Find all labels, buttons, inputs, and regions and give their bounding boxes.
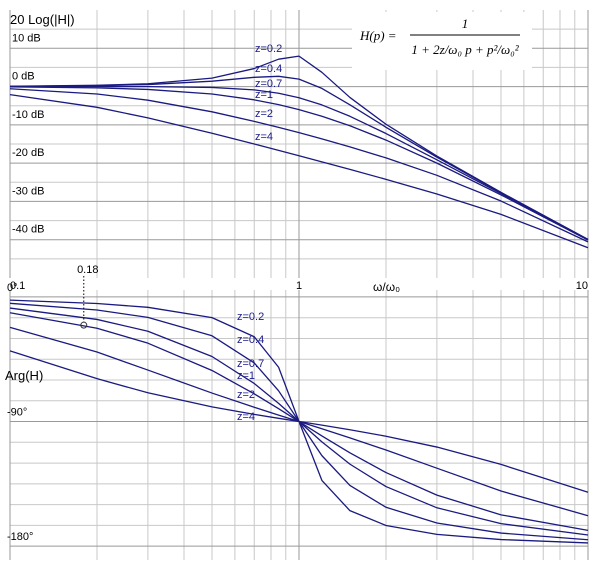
y-tick-label: -90° bbox=[7, 407, 27, 419]
series-label: z=0.7 bbox=[255, 78, 282, 90]
series-label: z=0.7 bbox=[237, 358, 264, 370]
series-label: z=0.4 bbox=[237, 334, 264, 346]
x-axis-title: ω/ω₀ bbox=[373, 280, 400, 294]
annotation-label: 0.18 bbox=[77, 264, 98, 276]
y-tick-label: -30 dB bbox=[12, 185, 44, 197]
curve bbox=[10, 85, 589, 241]
y-tick-label: 0 dB bbox=[12, 71, 35, 83]
y-tick-label: -40 dB bbox=[12, 224, 44, 236]
series-label: z=0.2 bbox=[237, 311, 264, 323]
y-tick-label: 0° bbox=[7, 282, 18, 294]
y-tick-label: -10 dB bbox=[12, 109, 44, 121]
x-tick-label: 0.1 bbox=[10, 280, 25, 292]
series-label: z=2 bbox=[237, 389, 255, 401]
series-label: z=1 bbox=[237, 370, 255, 382]
curve bbox=[9, 75, 589, 241]
formula-denominator: 1 + 2z/ω₀ p + p²/ω₀² bbox=[411, 42, 519, 57]
curve bbox=[9, 86, 589, 241]
curve bbox=[9, 350, 589, 493]
axis-title: 20 Log(|H|) bbox=[10, 12, 75, 27]
y-tick-label: -20 dB bbox=[12, 147, 44, 159]
y-tick-label: 10 dB bbox=[12, 32, 41, 44]
series-label: z=4 bbox=[237, 411, 255, 423]
series-label: z=0.4 bbox=[255, 63, 282, 75]
series-label: z=2 bbox=[255, 108, 273, 120]
x-tick-label: 10 bbox=[576, 280, 588, 292]
annotation-point bbox=[80, 321, 88, 329]
series-label: z=1 bbox=[255, 89, 273, 101]
formula-numerator: 1 bbox=[462, 16, 469, 31]
formula-lhs: H(p) = bbox=[359, 28, 397, 43]
curve bbox=[9, 93, 589, 249]
curve bbox=[9, 88, 589, 243]
x-tick-label: 1 bbox=[296, 280, 302, 292]
curve bbox=[9, 55, 589, 240]
y-tick-label: -180° bbox=[7, 531, 33, 543]
series-label: z=0.2 bbox=[255, 43, 282, 55]
series-label: z=4 bbox=[255, 131, 273, 143]
formula-bg bbox=[352, 12, 532, 70]
axis-title: Arg(H) bbox=[5, 368, 43, 383]
